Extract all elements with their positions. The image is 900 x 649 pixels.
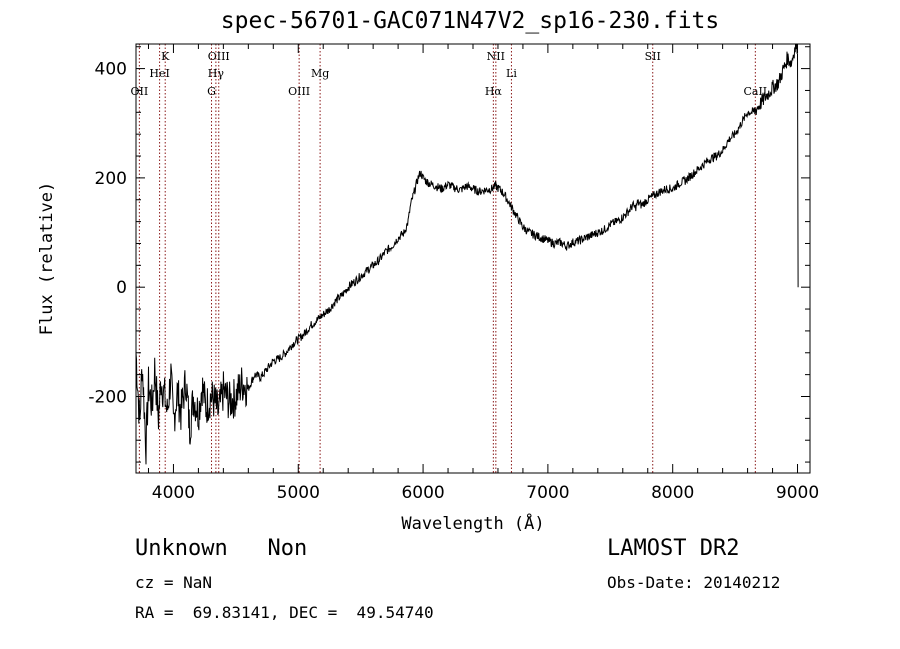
y-tick-label-3: 400 <box>95 60 127 80</box>
line-marker-label-4: Hγ <box>208 67 225 80</box>
x-tick-label-4: 8000 <box>651 483 694 503</box>
line-marker-label-10: Hα <box>485 85 503 98</box>
survey-label: LAMOST DR2 <box>607 536 740 561</box>
y-tick-label-2: 200 <box>95 169 127 189</box>
object-class-label: Unknown Non <box>135 536 308 561</box>
line-marker-label-0: OII <box>131 85 149 98</box>
line-marker-label-8: NII <box>487 50 505 63</box>
plot-frame <box>135 43 811 474</box>
x-tick-label-2: 6000 <box>401 483 444 503</box>
x-tick-label-3: 7000 <box>526 483 569 503</box>
y-axis-label: Flux (relative) <box>37 182 57 336</box>
line-marker-label-6: Mg <box>311 67 329 80</box>
line-marker-label-3: OIII <box>208 50 230 63</box>
x-tick-label-1: 5000 <box>277 483 320 503</box>
line-marker-label-11: SII <box>645 50 661 63</box>
x-axis-label: Wavelength (Å) <box>401 512 544 534</box>
line-marker-label-9: Li <box>506 67 517 80</box>
y-tick-label-0: -200 <box>88 387 127 407</box>
x-tick-label-0: 4000 <box>152 483 195 503</box>
chart-title: spec-56701-GAC071N47V2_sp16-230.fits <box>220 8 720 34</box>
x-tick-label-5: 9000 <box>776 483 819 503</box>
spectrum-line <box>136 44 799 465</box>
line-marker-label-12: CaII <box>743 85 767 98</box>
line-marker-label-2: HeI <box>149 67 169 80</box>
obs-date-label: Obs-Date: 20140212 <box>607 573 781 592</box>
y-tick-label-1: 0 <box>116 278 127 298</box>
line-marker-label-5: G <box>207 85 216 98</box>
line-marker-label-7: OIII <box>288 85 310 98</box>
line-marker-label-1: K <box>161 50 170 63</box>
ra-dec-label: RA = 69.83141, DEC = 49.54740 <box>135 603 434 622</box>
redshift-label: cz = NaN <box>135 573 213 592</box>
